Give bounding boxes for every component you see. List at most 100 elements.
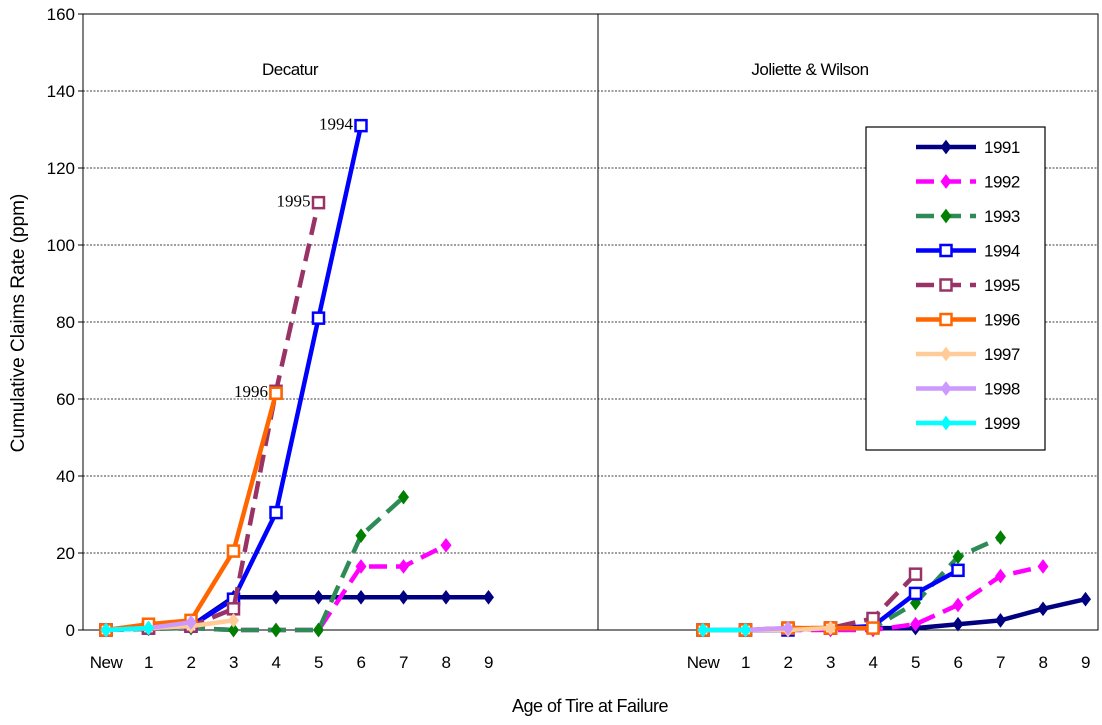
- data-point: [228, 622, 239, 638]
- data-point: [270, 589, 282, 605]
- data-point: [440, 537, 452, 553]
- y-axis: 0 20 40 60 80 100 120 140 160: [47, 5, 83, 640]
- x-tick-label: 6: [954, 653, 963, 672]
- data-point: [354, 118, 368, 133]
- x-tick-label: 2: [784, 653, 793, 672]
- x-tick-label: 7: [399, 653, 408, 672]
- data-point: [1037, 601, 1049, 617]
- x-axis: New 1 2 3 4 5 6 7 8 9 New 1 2 3 4 5 6 7 8 9: [90, 653, 1091, 672]
- data-point: [995, 613, 1006, 628]
- x-tick-label: 5: [314, 653, 323, 672]
- x-axis-title: Age of Tire at Failure: [512, 696, 669, 716]
- legend: 1991 1992 1993 1994 1995 1996 1997 1998 1999: [865, 126, 1046, 451]
- data-point: [825, 620, 836, 636]
- legend-item-1997: 1997: [916, 345, 1020, 364]
- legend-item-1992: 1992: [916, 173, 1020, 192]
- data-point: [995, 568, 1006, 584]
- x-tick-label: 1: [144, 653, 153, 672]
- x-tick-label: 3: [229, 653, 238, 672]
- y-tick-label: 20: [56, 544, 75, 563]
- x-tick-label: 2: [187, 653, 196, 672]
- legend-label: 1999: [984, 414, 1020, 433]
- y-tick-label: 60: [56, 390, 75, 409]
- data-point: [269, 505, 283, 520]
- data-point: [355, 559, 367, 574]
- x-tick-label: 3: [826, 653, 835, 672]
- x-tick-label: 9: [484, 653, 493, 672]
- data-point: [908, 567, 923, 581]
- data-point: [398, 489, 409, 505]
- data-point: [355, 589, 367, 605]
- y-tick-label: 0: [66, 621, 75, 640]
- data-point: [910, 616, 921, 632]
- data-point: [940, 174, 952, 189]
- y-tick-label: 120: [47, 159, 75, 178]
- data-point: [740, 622, 751, 638]
- data-point: [1037, 559, 1049, 574]
- data-point: [313, 622, 324, 638]
- x-tick-label: 1: [741, 653, 750, 672]
- legend-label: 1994: [984, 242, 1020, 261]
- data-point: [228, 613, 239, 628]
- x-tick-label: New: [90, 653, 124, 672]
- x-tick-label: New: [687, 653, 721, 672]
- data-point: [143, 620, 154, 636]
- data-point: [311, 195, 326, 210]
- x-tick-label: 6: [357, 653, 366, 672]
- data-point: [355, 528, 367, 544]
- data-point: [940, 139, 952, 155]
- data-point: [940, 346, 952, 362]
- data-point: [940, 381, 952, 396]
- data-point: [226, 544, 241, 558]
- y-tick-label: 140: [47, 82, 75, 101]
- legend-item-1996: 1996: [916, 311, 1020, 330]
- panel-title-decatur: Decatur: [262, 60, 319, 79]
- annotation-label: 1994: [319, 115, 354, 134]
- data-point: [313, 589, 324, 605]
- legend-item-1991: 1991: [916, 138, 1020, 157]
- legend-label: 1997: [984, 345, 1020, 364]
- data-point: [908, 586, 923, 601]
- data-point: [226, 602, 241, 616]
- y-tick-label: 40: [56, 467, 75, 486]
- data-point: [697, 622, 709, 638]
- legend-label: 1995: [984, 276, 1020, 295]
- legend-item-1999: 1999: [916, 414, 1020, 433]
- x-tick-label: 7: [996, 653, 1005, 672]
- data-point: [951, 563, 965, 578]
- data-point: [866, 621, 880, 635]
- annotations: 1994 1995 1996: [234, 115, 354, 402]
- annotation-label: 1995: [277, 192, 311, 211]
- annotation-label: 1996: [234, 382, 268, 401]
- y-tick-label: 160: [47, 5, 75, 24]
- series-1999: [100, 620, 154, 638]
- legend-label: 1993: [984, 207, 1020, 226]
- legend-label: 1998: [984, 380, 1020, 399]
- x-tick-label: 4: [272, 653, 281, 672]
- data-point: [940, 208, 952, 224]
- series-line: [105, 625, 149, 633]
- data-point: [100, 622, 112, 638]
- legend-item-1995: 1995: [916, 276, 1020, 295]
- data-point: [483, 589, 494, 605]
- x-tick-label: 4: [869, 653, 878, 672]
- data-point: [995, 530, 1006, 545]
- data-point: [311, 311, 326, 325]
- series-line: [105, 495, 406, 633]
- panel-title-joliette-wilson: Joliette & Wilson: [751, 60, 868, 79]
- data-point: [398, 559, 409, 574]
- data-point: [269, 386, 283, 400]
- x-tick-label: 8: [1039, 653, 1048, 672]
- data-point: [270, 622, 282, 638]
- data-point: [440, 589, 452, 605]
- legend-item-1994: 1994: [916, 242, 1020, 261]
- y-tick-label: 80: [56, 313, 75, 332]
- data-point: [185, 614, 197, 630]
- legend-item-1998: 1998: [916, 380, 1020, 399]
- legend-item-1993: 1993: [916, 207, 1020, 226]
- x-tick-label: 5: [911, 653, 920, 672]
- data-point: [952, 549, 964, 565]
- data-point: [782, 620, 794, 636]
- data-point: [1080, 591, 1091, 607]
